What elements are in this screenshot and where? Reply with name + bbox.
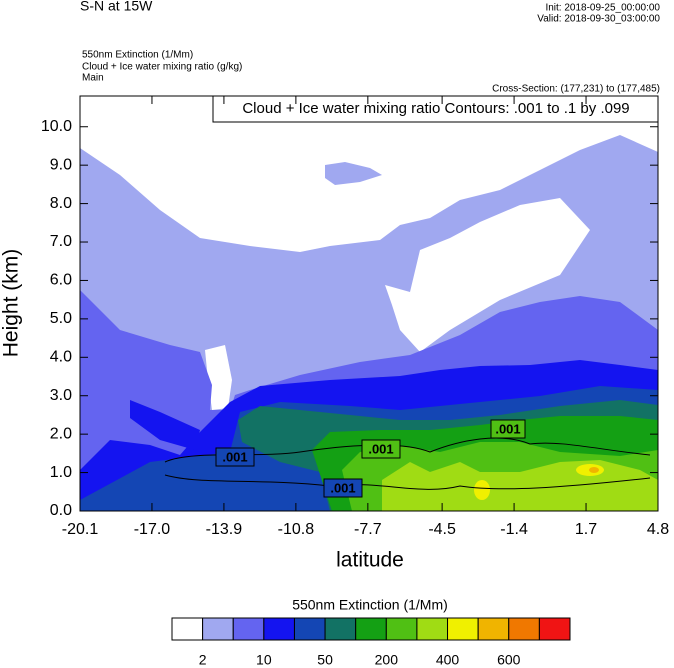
contour-region — [205, 345, 232, 410]
x-axis-title: latitude — [336, 549, 404, 572]
contour-line — [164, 474, 651, 490]
x-tick-label: -1.4 — [500, 521, 528, 538]
contour-line — [164, 437, 651, 463]
colorbar-label: 2 — [199, 652, 207, 668]
contour-region — [385, 198, 590, 352]
field-label: Cloud + Ice water mixing ratio (g/kg) — [82, 62, 242, 73]
contour-region — [130, 400, 200, 450]
contour-label-box — [323, 478, 363, 498]
field-label: 550nm Extinction (1/Mm) — [82, 50, 193, 61]
y-tick-label: 0.0 — [50, 502, 72, 519]
colorbar-title: 550nm Extinction (1/Mm) — [292, 597, 448, 613]
colorbar-swatch — [416, 617, 449, 641]
colorbar-swatch — [385, 617, 418, 641]
y-tick-label: 3.0 — [50, 387, 72, 404]
colorbar-swatch — [202, 617, 234, 641]
info-box — [212, 95, 659, 123]
colorbar-swatch — [171, 617, 204, 641]
x-tick-label: 4.8 — [647, 521, 669, 538]
y-tick-label: 9.0 — [50, 156, 72, 173]
y-tick-label: 6.0 — [50, 272, 72, 289]
colorbar-swatch — [477, 617, 510, 641]
cross-section: Cross-Section: (177,231) to (177,485) — [492, 84, 660, 95]
contour-label: .001 — [495, 421, 520, 436]
y-tick-label: 4.0 — [50, 349, 72, 366]
x-tick-label: 1.7 — [575, 521, 597, 538]
init-time: Init: 2018-09-25_00:00:00 — [545, 3, 660, 14]
colorbar-swatch — [263, 617, 295, 641]
x-tick-label: -17.0 — [134, 521, 171, 538]
colorbar-label: 200 — [375, 652, 399, 668]
field-label: Main — [82, 73, 104, 84]
contour-label-box — [490, 419, 526, 439]
x-tick-label: -10.8 — [278, 521, 315, 538]
x-tick-label: -4.5 — [428, 521, 456, 538]
y-tick-label: 7.0 — [50, 233, 72, 250]
colorbar-swatch — [447, 617, 479, 641]
contour-region — [474, 480, 490, 500]
y-tick-label: 1.0 — [50, 464, 72, 481]
colorbar-swatch — [232, 617, 265, 641]
x-tick-label: -13.9 — [206, 521, 243, 538]
colorbar-label: 600 — [497, 652, 521, 668]
colorbar-label: 400 — [436, 652, 460, 668]
contour-label: .001 — [330, 480, 355, 495]
y-tick-label: 8.0 — [50, 195, 72, 212]
contour-region — [589, 467, 599, 473]
colorbar-swatch — [538, 617, 571, 641]
contour-label-box — [215, 447, 255, 467]
y-tick-label: 5.0 — [50, 310, 72, 327]
contour-region — [325, 162, 382, 185]
colorbar-label: 50 — [317, 652, 333, 668]
chart-title: S-N at 15W — [80, 0, 153, 14]
contour-label: .001 — [368, 441, 393, 456]
contour-info: Cloud + Ice water mixing ratio Contours:… — [242, 100, 629, 117]
contour-field — [80, 135, 658, 511]
colorbar-swatch — [355, 617, 387, 641]
contour-label: .001 — [222, 449, 247, 464]
y-tick-label: 2.0 — [50, 425, 72, 442]
y-tick-label: 10.0 — [41, 118, 72, 135]
contour-label-box — [361, 439, 401, 459]
x-tick-label: -7.7 — [354, 521, 382, 538]
colorbar-label: 10 — [256, 652, 272, 668]
colorbar-swatch — [508, 617, 540, 641]
colorbar-swatch — [293, 617, 326, 641]
y-axis-title: Height (km) — [0, 249, 23, 358]
valid-time: Valid: 2018-09-30_03:00:00 — [537, 14, 660, 25]
colorbar-swatch — [324, 617, 357, 641]
x-tick-label: -20.1 — [62, 521, 99, 538]
